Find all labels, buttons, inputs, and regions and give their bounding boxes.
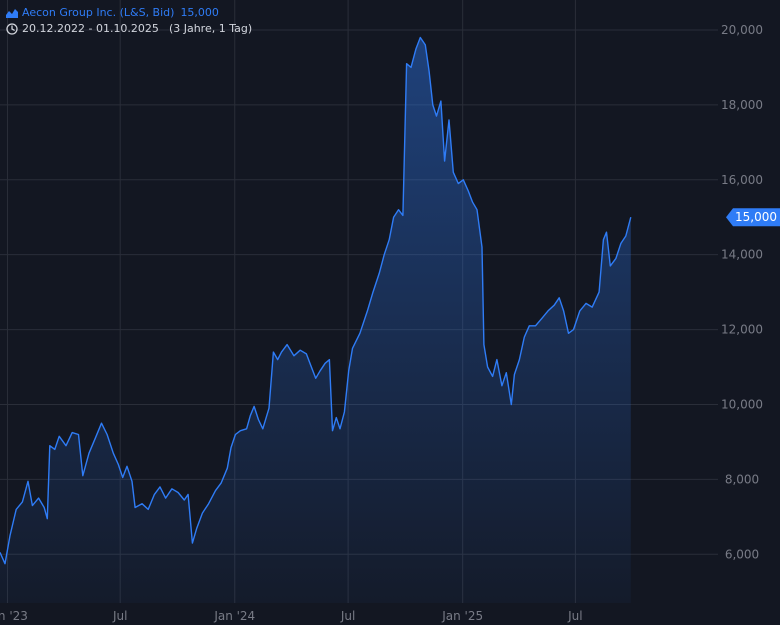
last-price-label: 15,000 <box>726 208 780 227</box>
x-tick-label: Jul <box>112 609 127 623</box>
y-axis: 6,000 8,000 10,000 12,000 14,000 16,000 18,000… <box>721 23 763 561</box>
y-tick-label: 16,000 <box>721 173 763 187</box>
y-tick-label: 10,000 <box>721 397 763 411</box>
x-tick-label: Jul <box>567 609 582 623</box>
clock-icon <box>6 23 18 35</box>
y-tick-label: 14,000 <box>721 248 763 262</box>
price-line <box>0 36 632 565</box>
y-tick-label: 12,000 <box>721 323 763 337</box>
y-tick-label: 20,000 <box>721 23 763 37</box>
last-price-text: 15,000 <box>735 210 777 224</box>
last-price-tag <box>726 208 780 227</box>
x-tick-label: Jan '23 <box>0 609 28 623</box>
y-tick-label: 6,000 <box>725 547 759 561</box>
legend-series-row: Aecon Group Inc. (L&S, Bid) 15,000 <box>6 5 252 21</box>
x-tick-label: Jul <box>340 609 355 623</box>
price-line-layer <box>0 36 632 565</box>
area-chart-icon <box>6 9 18 18</box>
y-tick-label: 8,000 <box>725 472 759 486</box>
legend-value: 15,000 <box>180 6 219 19</box>
x-axis: Jan '23 Jul Jan '24 Jul Jan '25 Jul <box>0 609 583 623</box>
legend-range-row: 20.12.2022 - 01.10.2025 (3 Jahre, 1 Tag) <box>6 21 252 37</box>
price-area <box>0 37 631 603</box>
legend-range-label: (3 Jahre, 1 Tag) <box>168 22 253 35</box>
legend-date-range: 20.12.2022 - 01.10.2025 <box>22 22 159 35</box>
x-tick-label: Jan '25 <box>441 609 483 623</box>
x-tick-label: Jan '24 <box>213 609 255 623</box>
legend-title: Aecon Group Inc. (L&S, Bid) <box>22 6 175 19</box>
price-area-fill <box>0 37 631 603</box>
chart-legend: Aecon Group Inc. (L&S, Bid) 15,000 20.12… <box>6 5 252 37</box>
y-tick-label: 18,000 <box>721 98 763 112</box>
